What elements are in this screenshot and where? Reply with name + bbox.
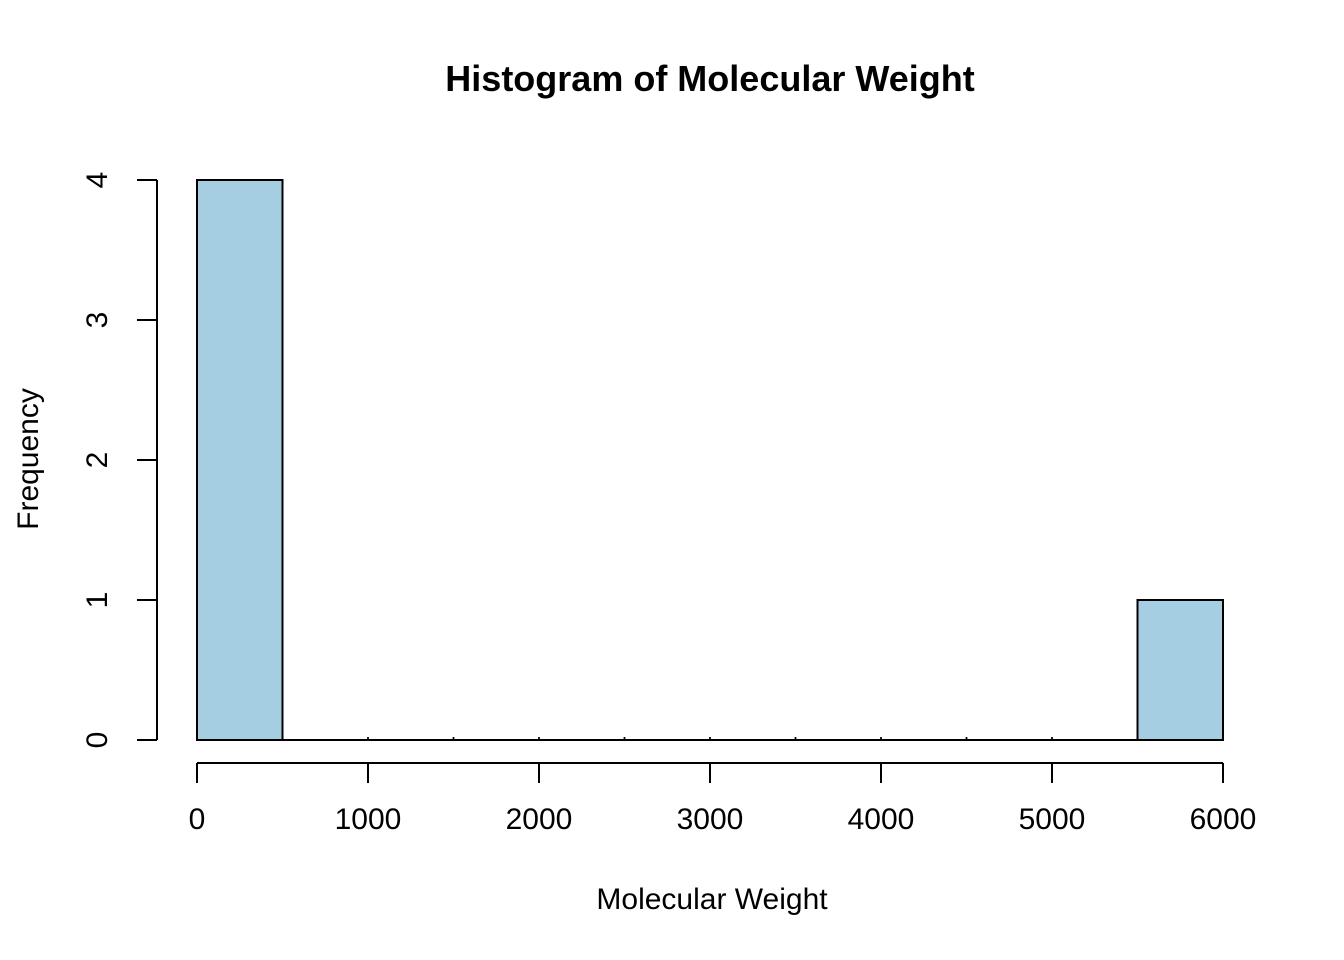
zero-bins-group [281, 737, 1139, 741]
chart-title: Histogram of Molecular Weight [445, 58, 974, 99]
x-tick-label: 4000 [848, 803, 915, 836]
y-tick-label: 0 [81, 732, 114, 749]
x-axis-label: Molecular Weight [596, 883, 828, 916]
y-tick-label: 3 [81, 312, 114, 329]
histogram-bar [1136, 599, 1224, 741]
y-tick-label: 4 [81, 172, 114, 189]
y-axis: 0 1 2 3 4 [81, 172, 158, 749]
y-axis-label: Frequency [12, 388, 45, 530]
x-axis: 0 1000 2000 3000 4000 5000 6000 [189, 762, 1257, 836]
x-tick-label: 5000 [1019, 803, 1086, 836]
x-tick-label: 3000 [677, 803, 744, 836]
bars-group [196, 179, 1224, 741]
x-tick-label: 0 [189, 803, 206, 836]
x-tick-label: 1000 [335, 803, 402, 836]
x-tick-label: 2000 [506, 803, 573, 836]
x-tick-label: 6000 [1190, 803, 1257, 836]
histogram-bar [196, 179, 284, 741]
y-tick-label: 1 [81, 592, 114, 609]
y-tick-label: 2 [81, 452, 114, 469]
